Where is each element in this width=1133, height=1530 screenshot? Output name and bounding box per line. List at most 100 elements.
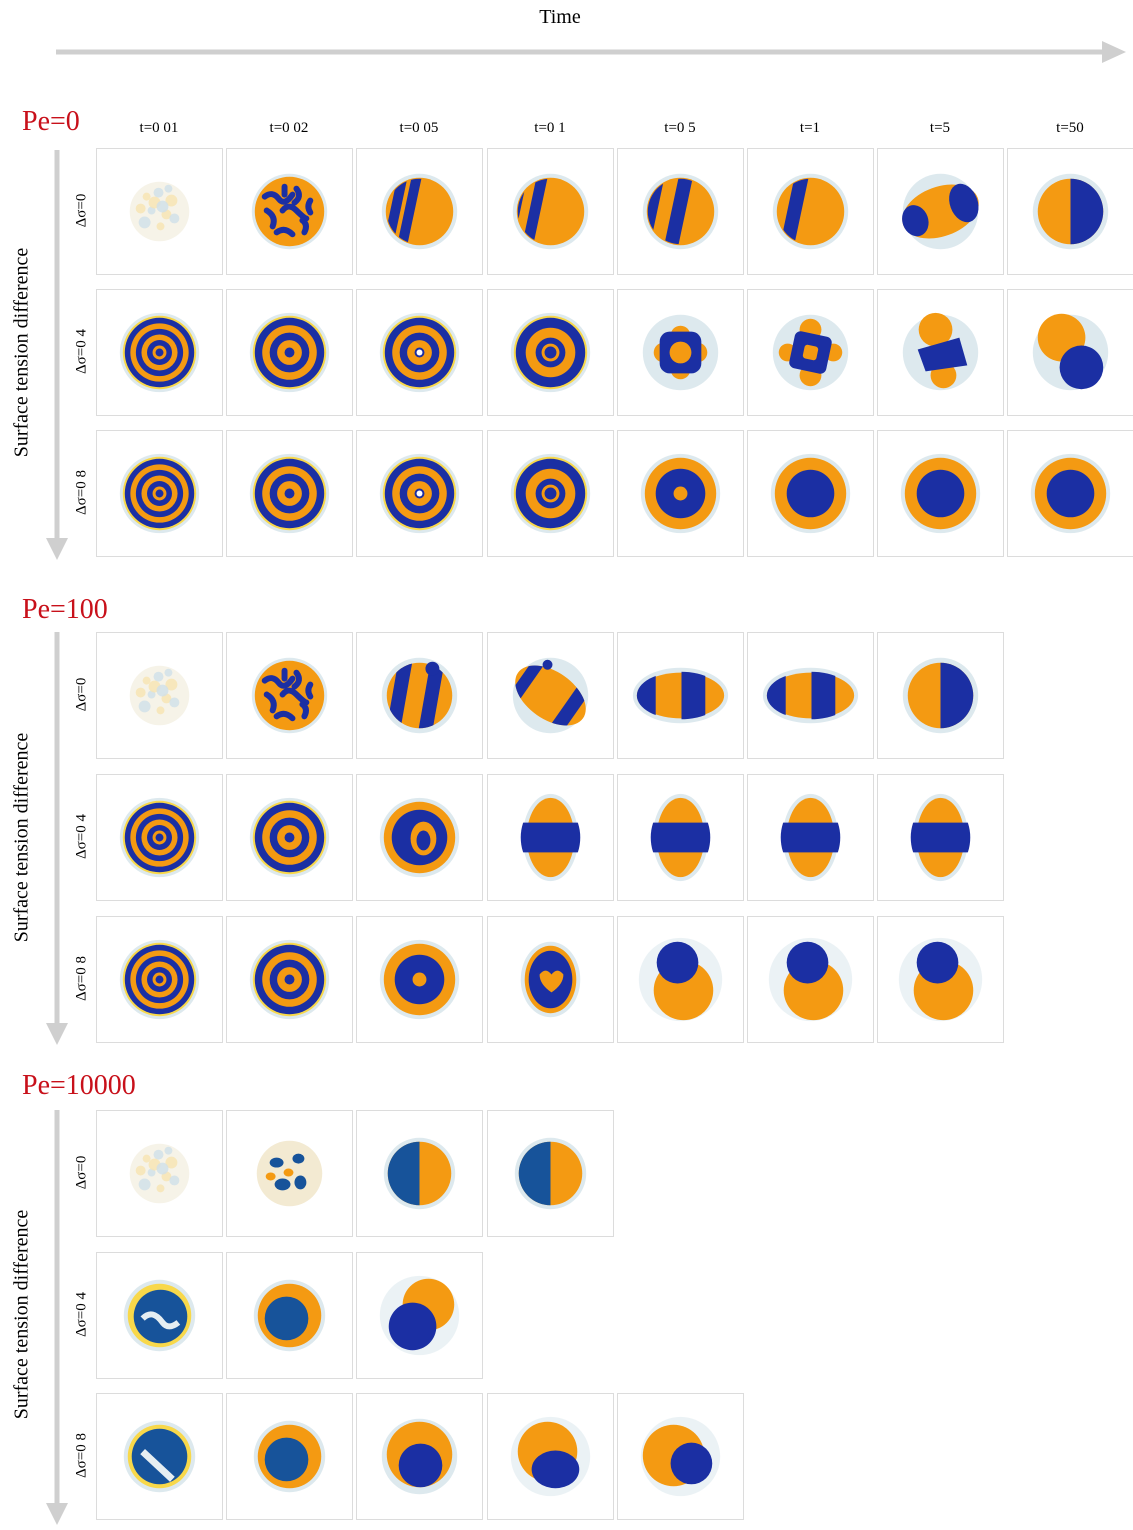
droplet-morphology [123,1279,196,1352]
snapshot-panel [96,148,223,275]
droplet-morphology [898,937,983,1022]
droplet-morphology [1032,313,1109,391]
snapshot-panel [877,148,1004,275]
droplet-morphology [640,1416,721,1497]
snapshot-panel [877,632,1004,759]
droplet-morphology [772,172,849,251]
delta-sigma-label: Δσ=0 4 [73,814,90,859]
snapshot-panel [877,916,1004,1043]
droplet-morphology [780,793,841,882]
snapshot-panel [487,632,614,759]
snapshot-panel [617,1393,744,1520]
surface-tension-arrow [46,632,68,1045]
delta-sigma-label: Δσ=0 8 [73,956,90,1001]
time-label: t=1 [799,120,821,136]
snapshot-panel [747,289,874,416]
droplet-morphology [129,181,190,242]
droplet-morphology [249,453,330,534]
snapshot-panel [487,1393,614,1520]
droplet-morphology [380,172,458,251]
snapshot-panel [356,1252,483,1379]
snapshot-panel [356,1393,483,1520]
snapshot-panel [617,289,744,416]
snapshot-panel [96,289,223,416]
droplet-morphology [520,941,581,1018]
surface-tension-arrow [46,1110,68,1525]
time-label: t=0 01 [139,120,179,136]
snapshot-panel [226,430,353,557]
snapshot-panel [747,774,874,901]
surface-tension-label: Surface tension difference [10,732,33,942]
delta-sigma-label: Δσ=0 4 [73,1292,90,1337]
droplet-morphology [520,793,581,882]
snapshot-panel [877,430,1004,557]
droplet-morphology [510,312,591,393]
time-axis-label: Time [539,6,581,28]
droplet-morphology [1030,453,1111,534]
droplet-morphology [119,453,200,534]
time-label: t=0 05 [399,120,439,136]
droplet-morphology [119,797,200,878]
snapshot-panel [226,148,353,275]
droplet-morphology [379,312,460,393]
snapshot-panel [877,289,1004,416]
delta-sigma-label: Δσ=0 [73,193,90,228]
snapshot-panel [747,430,874,557]
snapshot-panel [96,1110,223,1237]
droplet-morphology [251,657,328,734]
droplet-morphology [253,1279,326,1352]
snapshot-panel [226,1252,353,1379]
droplet-morphology [379,1275,460,1356]
snapshot-panel [96,632,223,759]
snapshot-panel [226,774,353,901]
snapshot-panel [226,289,353,416]
snapshot-panel [96,1252,223,1379]
droplet-morphology [379,939,460,1020]
droplet-morphology [641,172,719,251]
droplet-morphology [123,1420,196,1493]
droplet-morphology [379,797,460,878]
droplet-morphology [640,453,721,534]
snapshot-panel [226,1110,353,1237]
snapshot-panel [226,632,353,759]
droplet-morphology [119,312,200,393]
snapshot-panel [226,916,353,1043]
droplet-morphology [251,173,328,250]
pe-group-title: Pe=0 [22,106,80,137]
droplet-morphology [768,937,853,1022]
droplet-morphology [119,939,200,1020]
droplet-morphology [772,314,849,391]
surface-tension-arrow [46,150,68,560]
droplet-morphology [379,453,460,534]
droplet-morphology [770,453,851,534]
snapshot-panel [877,774,1004,901]
time-label: t=5 [929,120,951,136]
snapshot-panel [356,289,483,416]
time-arrow [56,41,1126,63]
droplet-morphology [642,314,719,391]
delta-sigma-label: Δσ=0 [73,677,90,712]
droplet-morphology [129,1143,190,1204]
snapshot-panel [487,1110,614,1237]
snapshot-panel [1007,430,1133,557]
snapshot-panel [487,774,614,901]
snapshot-panel [96,916,223,1043]
snapshot-panel [96,1393,223,1520]
snapshot-panel [747,916,874,1043]
snapshot-panel [356,774,483,901]
snapshot-panel [487,430,614,557]
droplet-morphology [249,312,330,393]
time-label: t=0 5 [664,120,696,136]
droplet-morphology [900,453,981,534]
droplet-morphology [381,657,458,734]
surface-tension-label: Surface tension difference [10,247,33,457]
snapshot-panel [356,916,483,1043]
snapshot-panel [487,916,614,1043]
droplet-morphology [510,453,591,534]
droplet-morphology [902,173,979,250]
snapshot-panel [226,1393,353,1520]
droplet-morphology [902,657,979,734]
snapshot-panel [617,916,744,1043]
droplet-morphology [256,1140,323,1207]
